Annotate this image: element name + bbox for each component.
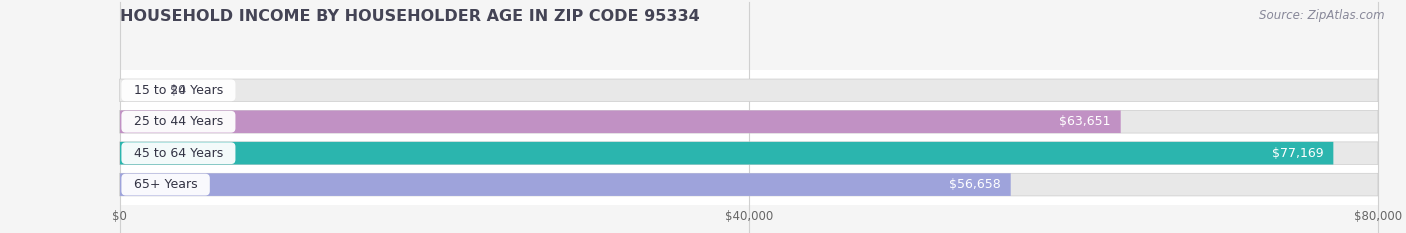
Text: 65+ Years: 65+ Years	[125, 178, 205, 191]
Text: $56,658: $56,658	[949, 178, 1001, 191]
FancyBboxPatch shape	[120, 173, 1378, 196]
FancyBboxPatch shape	[120, 142, 1333, 164]
FancyBboxPatch shape	[120, 110, 1378, 133]
FancyBboxPatch shape	[120, 110, 1121, 133]
Text: 45 to 64 Years: 45 to 64 Years	[125, 147, 231, 160]
FancyBboxPatch shape	[120, 142, 1378, 164]
Text: $77,169: $77,169	[1271, 147, 1323, 160]
Text: 15 to 24 Years: 15 to 24 Years	[125, 84, 231, 97]
FancyBboxPatch shape	[120, 173, 1011, 196]
FancyBboxPatch shape	[120, 79, 1378, 102]
Text: HOUSEHOLD INCOME BY HOUSEHOLDER AGE IN ZIP CODE 95334: HOUSEHOLD INCOME BY HOUSEHOLDER AGE IN Z…	[120, 9, 699, 24]
Text: 25 to 44 Years: 25 to 44 Years	[125, 115, 231, 128]
Text: $0: $0	[170, 84, 186, 97]
Text: Source: ZipAtlas.com: Source: ZipAtlas.com	[1260, 9, 1385, 22]
Text: $63,651: $63,651	[1059, 115, 1111, 128]
